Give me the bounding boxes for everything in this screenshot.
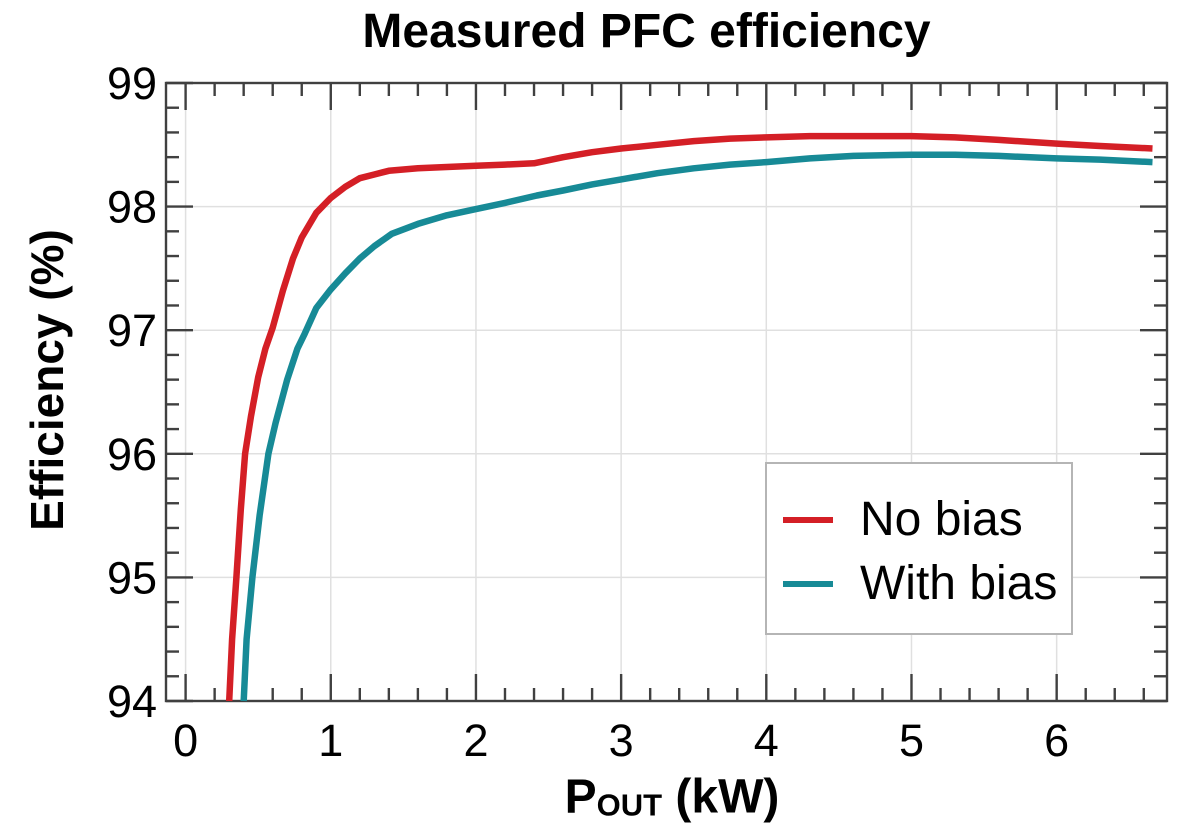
x-tick-label: 6 bbox=[1044, 715, 1069, 766]
no-bias-line-swatch bbox=[783, 516, 833, 523]
with-bias-line-swatch bbox=[783, 580, 833, 587]
x-tick-label: 5 bbox=[899, 715, 924, 766]
legend: No bias With bias bbox=[765, 462, 1073, 635]
x-tick-label: 0 bbox=[173, 715, 198, 766]
y-tick-label: 99 bbox=[107, 58, 157, 109]
x-tick-label: 4 bbox=[754, 715, 779, 766]
x-tick-label: 1 bbox=[318, 715, 343, 766]
x-axis-label-unit: (kW) bbox=[662, 770, 780, 824]
y-tick-label: 98 bbox=[107, 182, 157, 233]
plot-frame bbox=[164, 81, 1169, 703]
x-tick-label: 2 bbox=[463, 715, 488, 766]
x-tick-label: 3 bbox=[609, 715, 634, 766]
series-with-bias bbox=[240, 151, 1153, 702]
x-axis-label-main: P bbox=[564, 770, 597, 824]
legend-item-no-bias: No bias bbox=[783, 492, 1071, 546]
legend-label-with-bias: With bias bbox=[860, 556, 1058, 610]
legend-label-no-bias: No bias bbox=[860, 492, 1023, 546]
y-tick-label: 97 bbox=[107, 305, 157, 356]
y-tick-label: 94 bbox=[107, 676, 157, 727]
series-no-bias bbox=[225, 132, 1153, 702]
chart-title: Measured PFC efficiency bbox=[362, 5, 931, 58]
x-axis-label-subscript: OUT bbox=[596, 787, 663, 823]
y-tick-label: 96 bbox=[107, 429, 157, 480]
legend-item-with-bias: With bias bbox=[783, 556, 1071, 610]
y-tick-label: 95 bbox=[107, 552, 157, 603]
x-axis-label: POUT (kW) bbox=[565, 770, 780, 825]
